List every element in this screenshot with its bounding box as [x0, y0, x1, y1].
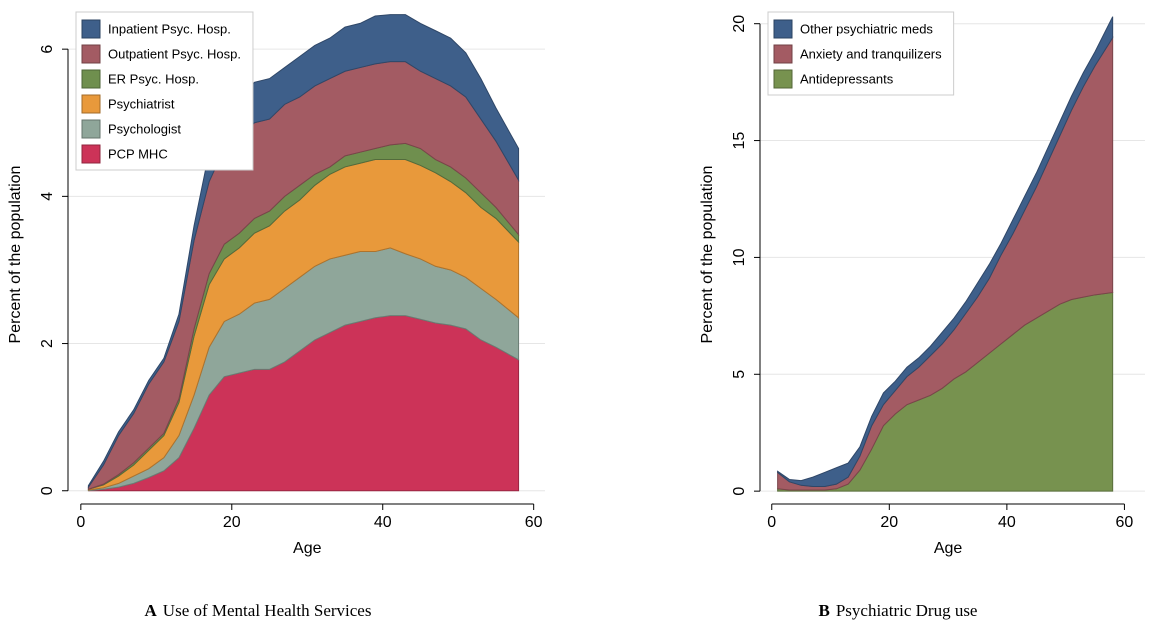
x-axis-label: Age	[934, 540, 963, 557]
caption: A Use of Mental Health Services	[145, 601, 372, 620]
y-tick-label: 20	[731, 15, 748, 33]
x-tick-label: 0	[76, 514, 85, 531]
legend-label: Inpatient Psyc. Hosp.	[108, 21, 231, 36]
legend: Other psychiatric meds Anxiety and tranqu…	[767, 11, 955, 96]
legend-label: Psychologist	[108, 121, 181, 136]
caption-label: B	[819, 601, 830, 620]
legend-box	[767, 11, 955, 96]
legend-label: Psychiatrist	[108, 96, 175, 111]
y-axis-label: Percent of the population	[699, 166, 716, 344]
x-tick-label: 60	[1116, 514, 1134, 531]
legend-label: Anxiety and tranquilizers	[800, 46, 942, 61]
legend-label: Other psychiatric meds	[800, 21, 933, 36]
x-tick-label: 40	[374, 514, 392, 531]
legend-swatch	[773, 44, 793, 64]
x-tick-label: 20	[880, 514, 898, 531]
caption: B Psychiatric Drug use	[819, 601, 978, 620]
y-tick-label: 0	[731, 487, 748, 496]
y-tick-label: 5	[731, 370, 748, 379]
y-tick-label: 0	[39, 486, 56, 495]
legend-label: ER Psyc. Hosp.	[108, 71, 199, 86]
caption-label: A	[145, 601, 158, 620]
caption-text: Use of Mental Health Services	[163, 601, 372, 620]
legend-swatch	[81, 19, 101, 39]
area	[777, 291, 1114, 492]
x-tick-label: 40	[998, 514, 1016, 531]
x-axis-label: Age	[293, 540, 322, 557]
y-tick-label: 4	[39, 192, 56, 201]
y-tick-label: 2	[39, 339, 56, 348]
legend-swatch	[81, 44, 101, 64]
area	[777, 16, 1114, 487]
y-tick-label: 6	[39, 45, 56, 54]
caption-text: Psychiatric Drug use	[836, 601, 978, 620]
legend-swatch	[81, 69, 101, 89]
legend: Inpatient Psyc. Hosp. Outpatient Psyc. Ho…	[75, 11, 254, 171]
y-tick-label: 10	[731, 248, 748, 266]
legend-swatch	[773, 19, 793, 39]
legend-label: Outpatient Psyc. Hosp.	[108, 46, 241, 61]
legend-swatch	[81, 119, 101, 139]
x-tick-label: 20	[223, 514, 241, 531]
y-axis-label: Percent of the population	[7, 166, 24, 344]
legend-swatch	[773, 69, 793, 89]
legend-swatch	[81, 144, 101, 164]
legend-swatch	[81, 94, 101, 114]
legend-box	[75, 11, 254, 171]
x-tick-label: 0	[767, 514, 776, 531]
x-tick-label: 60	[525, 514, 543, 531]
legend-label: Antidepressants	[800, 71, 894, 86]
plot: 0 5 10 15 20 0 20 40 60 Age Percent of the populat…	[699, 11, 1145, 557]
y-tick-label: 15	[731, 132, 748, 150]
legend-label: PCP MHC	[108, 146, 168, 161]
